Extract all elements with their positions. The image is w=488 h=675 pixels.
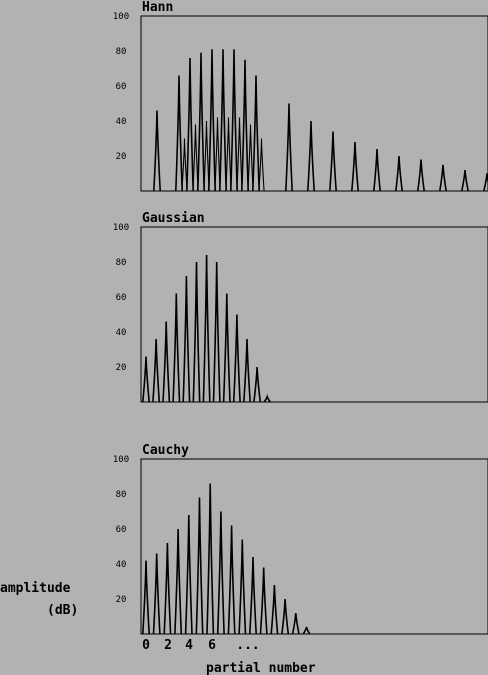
spectral-peak xyxy=(285,103,293,192)
x-tick-label: 0 xyxy=(142,638,150,653)
y-tick-label: 60 xyxy=(116,82,127,92)
spectral-peak xyxy=(281,598,290,635)
spectral-peak xyxy=(192,261,201,403)
y-tick-label: 80 xyxy=(116,258,127,268)
y-tick-label: 20 xyxy=(116,363,127,373)
spectral-peak xyxy=(186,57,194,192)
spectral-peak xyxy=(216,511,225,635)
y-tick-label: 100 xyxy=(113,455,129,465)
y-tick-label: 100 xyxy=(113,12,129,22)
panel-hann: Hann 20 40 60 80 100 xyxy=(113,0,488,192)
panel-title: Gaussian xyxy=(142,211,205,226)
y-tick-label: 60 xyxy=(116,525,127,535)
spectral-peak xyxy=(182,275,191,403)
spectral-peak xyxy=(152,338,161,403)
y-tick-label: 80 xyxy=(116,47,127,57)
x-tick-labels: 0 2 4 6... xyxy=(142,638,260,653)
spectral-peak xyxy=(197,52,205,192)
sidelobe-peak xyxy=(236,117,243,192)
spectral-peak xyxy=(238,539,247,635)
panel-title: Hann xyxy=(142,0,173,15)
x-tick-label: 4 xyxy=(185,638,193,653)
spectral-peak xyxy=(230,49,238,192)
spectral-peak xyxy=(461,169,469,192)
spectral-peak xyxy=(184,514,193,635)
y-tick-label: 40 xyxy=(116,117,127,127)
spectral-peak xyxy=(142,356,150,403)
spectral-peak xyxy=(202,254,211,403)
spectral-peak xyxy=(174,528,183,635)
y-tick-label: 100 xyxy=(113,223,129,233)
spectral-peak xyxy=(329,131,337,192)
spectral-peak xyxy=(172,293,181,403)
plot-frame xyxy=(140,15,488,192)
spectral-peak xyxy=(483,173,488,192)
spectral-peak xyxy=(232,314,241,403)
y-tick-label: 40 xyxy=(116,560,127,570)
plot-frame xyxy=(140,458,488,635)
spectral-peak xyxy=(307,120,315,192)
panel-title: Cauchy xyxy=(142,443,189,458)
spectral-peak xyxy=(153,110,161,192)
spectral-peak xyxy=(302,626,311,635)
spectral-peak xyxy=(208,49,216,192)
spectral-peak xyxy=(252,75,260,192)
spectral-peak xyxy=(351,141,359,192)
sidelobe-peak xyxy=(258,138,265,192)
y-axis-label-line2: (dB) xyxy=(47,603,78,618)
y-tick-label: 20 xyxy=(116,152,127,162)
x-tick-label: 2 xyxy=(164,638,172,653)
spectral-peak xyxy=(219,49,227,192)
spectral-peak xyxy=(291,612,300,635)
y-tick-label: 40 xyxy=(116,328,127,338)
y-tick-label: 80 xyxy=(116,490,127,500)
spectral-peak xyxy=(162,321,171,403)
sidelobe-peak xyxy=(214,117,221,192)
panel-gaussian: Gaussian 20 40 60 80 100 xyxy=(113,211,488,403)
spectral-peak xyxy=(206,483,215,635)
spectral-peak xyxy=(263,394,272,403)
spectral-peak xyxy=(227,525,236,635)
spectral-peak xyxy=(253,366,262,403)
spectral-peak xyxy=(175,75,183,192)
y-axis-label-line1: amplitude xyxy=(0,581,71,596)
spectral-peak xyxy=(249,556,257,635)
panel-cauchy: Cauchy 20 40 60 80 100 xyxy=(113,443,488,635)
y-tick-label: 20 xyxy=(116,595,127,605)
spectral-peak xyxy=(195,497,204,635)
panels: Hann20406080100Gaussian20406080100Cauchy… xyxy=(113,0,488,635)
x-axis-label: partial number xyxy=(206,661,316,675)
y-tick-label: 60 xyxy=(116,293,127,303)
spectral-peak xyxy=(439,164,447,192)
x-tick-label: 6 xyxy=(208,638,216,653)
sidelobe-peak xyxy=(192,124,199,192)
spectral-peak xyxy=(142,560,150,635)
sidelobe-peak xyxy=(247,124,254,192)
spectral-peak xyxy=(212,261,221,403)
sidelobe-peak xyxy=(203,120,210,192)
spectral-peak xyxy=(373,148,381,192)
spectral-peak xyxy=(395,155,403,192)
spectral-peak xyxy=(270,584,279,635)
sidelobe-peak xyxy=(181,138,188,192)
spectral-peak xyxy=(152,553,161,635)
spectral-peak xyxy=(222,293,231,403)
sidelobe-peak xyxy=(225,117,232,192)
x-tick-label: ... xyxy=(236,638,259,653)
plot-frame xyxy=(140,226,488,403)
spectral-peak xyxy=(417,159,425,192)
spectral-peak xyxy=(243,338,251,403)
spectral-peak xyxy=(241,59,249,192)
spectral-peak xyxy=(163,542,172,635)
spectral-peak xyxy=(259,567,268,635)
